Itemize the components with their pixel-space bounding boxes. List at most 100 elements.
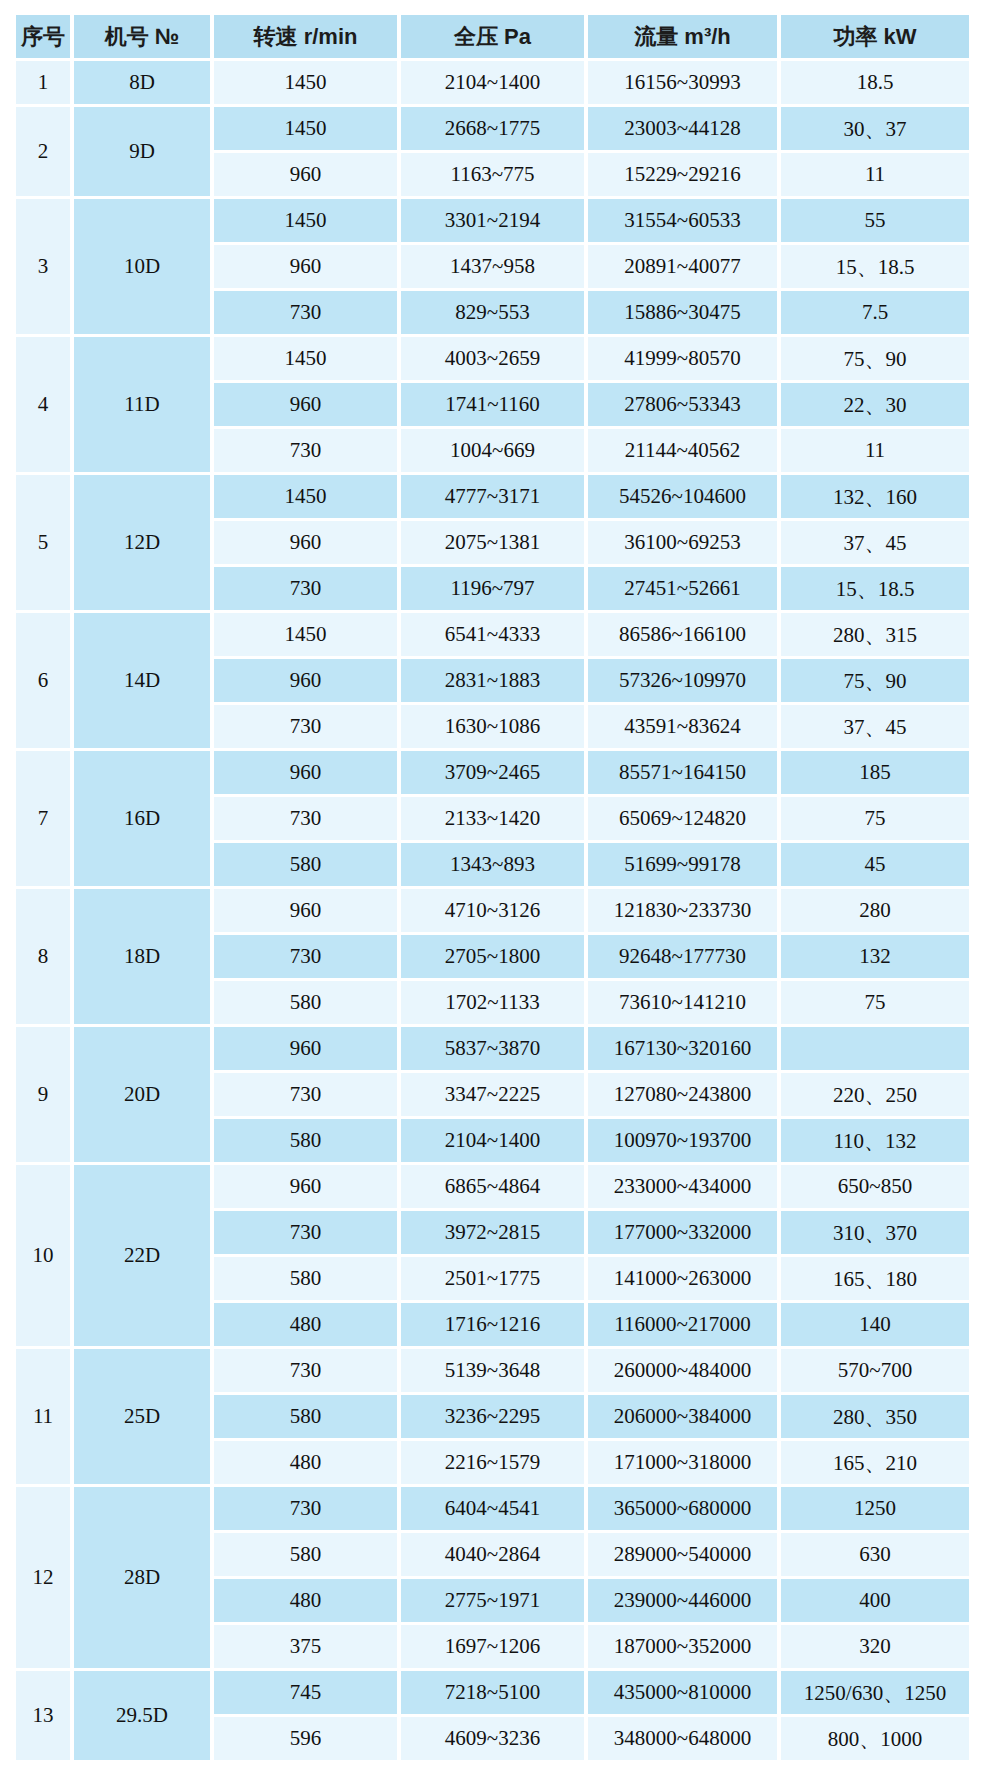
power-cell: 185	[779, 750, 971, 796]
model-cell: 18D	[72, 888, 212, 1026]
flow-cell: 127080~243800	[586, 1072, 779, 1118]
table-row: 716D9603709~246585571~164150185	[14, 750, 971, 796]
pressure-cell: 4777~3171	[399, 474, 586, 520]
power-cell: 280	[779, 888, 971, 934]
flow-cell: 187000~352000	[586, 1624, 779, 1670]
flow-cell: 15229~29216	[586, 152, 779, 198]
speed-cell: 730	[212, 1348, 399, 1394]
power-cell: 132、160	[779, 474, 971, 520]
serial-cell: 6	[14, 612, 72, 750]
table-row: 29D14502668~177523003~4412830、37	[14, 106, 971, 152]
speed-cell: 1450	[212, 106, 399, 152]
table-row: 1329.5D7457218~5100435000~8100001250/630…	[14, 1670, 971, 1716]
power-cell: 30、37	[779, 106, 971, 152]
speed-cell: 1450	[212, 198, 399, 244]
pressure-cell: 2104~1400	[399, 1118, 586, 1164]
pressure-cell: 2831~1883	[399, 658, 586, 704]
pressure-cell: 3301~2194	[399, 198, 586, 244]
power-cell: 220、250	[779, 1072, 971, 1118]
flow-cell: 206000~384000	[586, 1394, 779, 1440]
serial-cell: 9	[14, 1026, 72, 1164]
flow-cell: 92648~177730	[586, 934, 779, 980]
pressure-cell: 1196~797	[399, 566, 586, 612]
power-cell: 570~700	[779, 1348, 971, 1394]
power-cell: 1250	[779, 1486, 971, 1532]
speed-cell: 1450	[212, 336, 399, 382]
speed-cell: 580	[212, 1118, 399, 1164]
flow-cell: 348000~648000	[586, 1716, 779, 1762]
flow-cell: 239000~446000	[586, 1578, 779, 1624]
serial-cell: 13	[14, 1670, 72, 1762]
pressure-cell: 1004~669	[399, 428, 586, 474]
flow-cell: 51699~99178	[586, 842, 779, 888]
speed-cell: 960	[212, 750, 399, 796]
flow-cell: 41999~80570	[586, 336, 779, 382]
power-cell: 45	[779, 842, 971, 888]
speed-cell: 730	[212, 566, 399, 612]
pressure-cell: 1343~893	[399, 842, 586, 888]
table-row: 18D14502104~140016156~3099318.5	[14, 60, 971, 106]
flow-cell: 54526~104600	[586, 474, 779, 520]
flow-cell: 171000~318000	[586, 1440, 779, 1486]
table-row: 512D14504777~317154526~104600132、160	[14, 474, 971, 520]
speed-cell: 730	[212, 796, 399, 842]
flow-cell: 116000~217000	[586, 1302, 779, 1348]
table-row: 310D14503301~219431554~6053355	[14, 198, 971, 244]
pressure-cell: 4003~2659	[399, 336, 586, 382]
power-cell: 110、132	[779, 1118, 971, 1164]
speed-cell: 745	[212, 1670, 399, 1716]
speed-cell: 1450	[212, 60, 399, 106]
flow-cell: 141000~263000	[586, 1256, 779, 1302]
speed-cell: 960	[212, 1026, 399, 1072]
flow-cell: 121830~233730	[586, 888, 779, 934]
power-cell: 1250/630、1250	[779, 1670, 971, 1716]
flow-cell: 73610~141210	[586, 980, 779, 1026]
serial-cell: 3	[14, 198, 72, 336]
power-cell: 650~850	[779, 1164, 971, 1210]
power-cell: 800、1000	[779, 1716, 971, 1762]
speed-cell: 960	[212, 382, 399, 428]
flow-cell: 233000~434000	[586, 1164, 779, 1210]
power-cell: 75、90	[779, 658, 971, 704]
speed-cell: 730	[212, 1210, 399, 1256]
flow-cell: 23003~44128	[586, 106, 779, 152]
pressure-cell: 1437~958	[399, 244, 586, 290]
header-speed: 转速 r/min	[212, 14, 399, 60]
flow-cell: 43591~83624	[586, 704, 779, 750]
table-row: 1228D7306404~4541365000~6800001250	[14, 1486, 971, 1532]
power-cell: 140	[779, 1302, 971, 1348]
power-cell: 310、370	[779, 1210, 971, 1256]
fan-spec-table: 序号 机号 № 转速 r/min 全压 Pa 流量 m³/h 功率 kW 18D…	[12, 12, 973, 1763]
power-cell: 280、350	[779, 1394, 971, 1440]
pressure-cell: 3709~2465	[399, 750, 586, 796]
header-power: 功率 kW	[779, 14, 971, 60]
pressure-cell: 3972~2815	[399, 1210, 586, 1256]
pressure-cell: 1741~1160	[399, 382, 586, 428]
flow-cell: 57326~109970	[586, 658, 779, 704]
header-model: 机号 №	[72, 14, 212, 60]
pressure-cell: 1163~775	[399, 152, 586, 198]
pressure-cell: 1702~1133	[399, 980, 586, 1026]
flow-cell: 86586~166100	[586, 612, 779, 658]
flow-cell: 167130~320160	[586, 1026, 779, 1072]
pressure-cell: 4040~2864	[399, 1532, 586, 1578]
power-cell: 400	[779, 1578, 971, 1624]
serial-cell: 4	[14, 336, 72, 474]
speed-cell: 480	[212, 1578, 399, 1624]
speed-cell: 730	[212, 704, 399, 750]
pressure-cell: 2501~1775	[399, 1256, 586, 1302]
table-row: 614D14506541~433386586~166100280、315	[14, 612, 971, 658]
power-cell	[779, 1026, 971, 1072]
serial-cell: 12	[14, 1486, 72, 1670]
power-cell: 7.5	[779, 290, 971, 336]
speed-cell: 480	[212, 1302, 399, 1348]
speed-cell: 580	[212, 1394, 399, 1440]
flow-cell: 21144~40562	[586, 428, 779, 474]
pressure-cell: 5837~3870	[399, 1026, 586, 1072]
serial-cell: 1	[14, 60, 72, 106]
model-cell: 10D	[72, 198, 212, 336]
flow-cell: 27806~53343	[586, 382, 779, 428]
pressure-cell: 829~553	[399, 290, 586, 336]
serial-cell: 11	[14, 1348, 72, 1486]
model-cell: 22D	[72, 1164, 212, 1348]
